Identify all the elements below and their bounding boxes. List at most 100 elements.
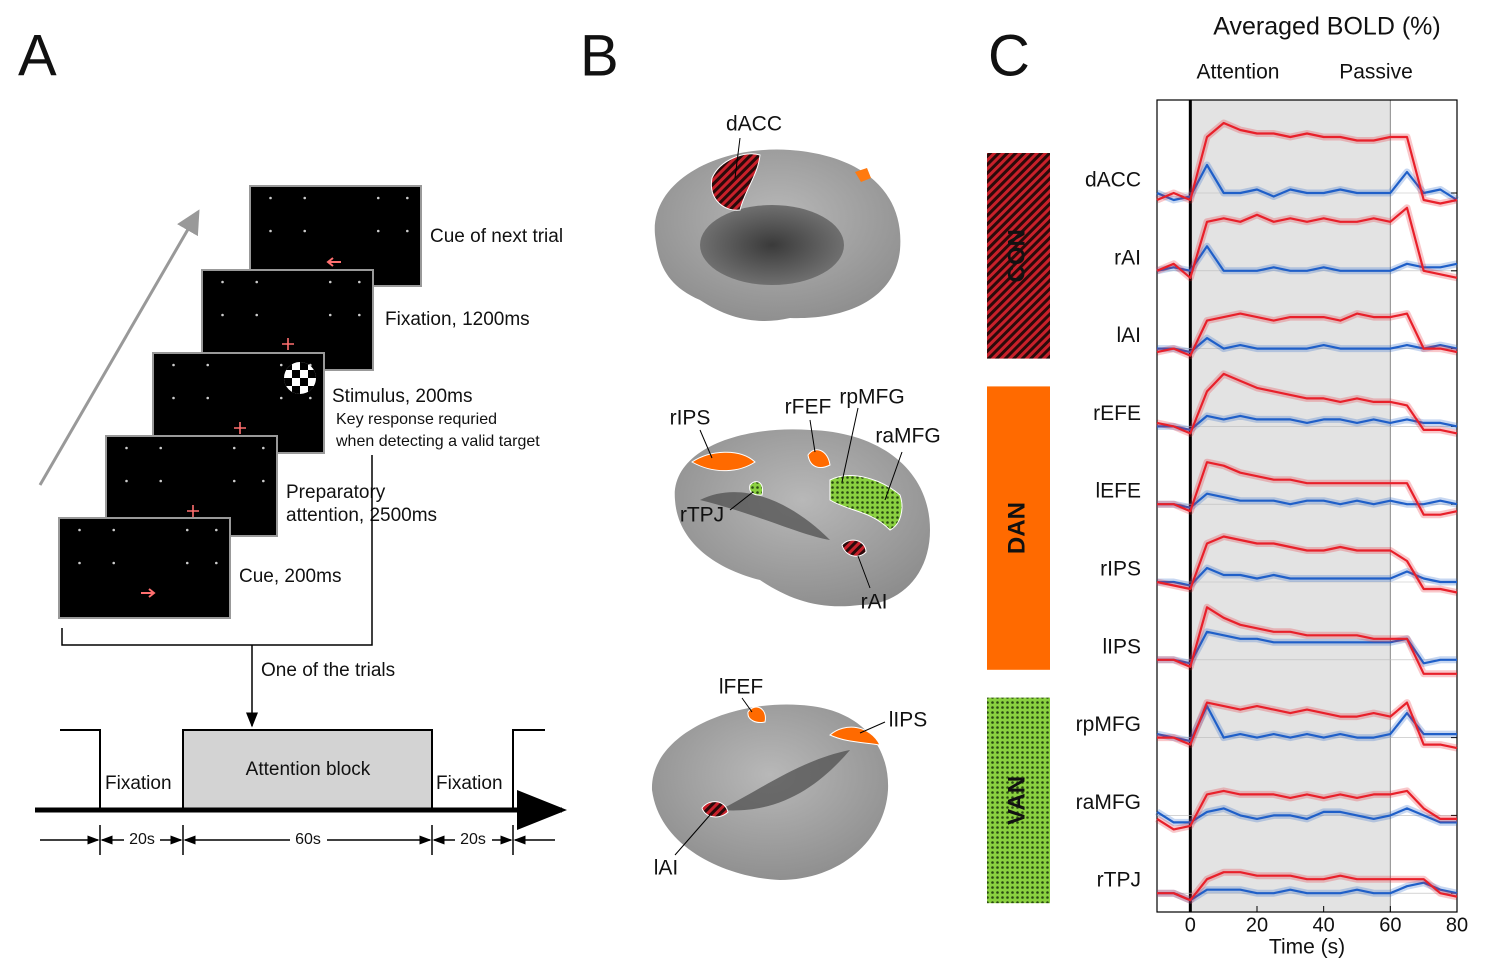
screen-dot bbox=[279, 396, 283, 400]
x-tick-label: 20 bbox=[1246, 914, 1268, 936]
screen-dot bbox=[279, 363, 283, 367]
duration-label: 20s bbox=[460, 831, 486, 848]
screen-dot bbox=[255, 313, 259, 317]
region-label: rIPS bbox=[1100, 558, 1141, 581]
trace bbox=[1156, 789, 1457, 831]
fixation-steps bbox=[60, 729, 545, 810]
trace bbox=[1156, 121, 1458, 205]
block-shade bbox=[1190, 100, 1391, 912]
panel-c: C Averaged BOLD (%) Attention Passive 0 20 4… bbox=[987, 13, 1468, 959]
leaders bbox=[674, 697, 886, 856]
trace bbox=[1157, 414, 1458, 431]
screen-dot bbox=[78, 561, 81, 565]
x-tick-label: 40 bbox=[1313, 914, 1335, 936]
screen-dot bbox=[172, 396, 175, 400]
trace bbox=[1157, 606, 1457, 675]
trace bbox=[1156, 206, 1458, 279]
trace bbox=[1156, 705, 1457, 743]
screen-dot bbox=[232, 446, 236, 450]
cue-arrow bbox=[326, 257, 341, 267]
region-label: dACC bbox=[1085, 169, 1141, 192]
block-label: Attention block bbox=[246, 759, 371, 780]
region-label: raMFG bbox=[1076, 791, 1141, 814]
screen-dot bbox=[215, 561, 218, 565]
brain-ventricle bbox=[700, 205, 844, 285]
region-label: lFEF bbox=[719, 676, 763, 699]
fixation-cross bbox=[187, 505, 199, 517]
screen-dot bbox=[159, 479, 163, 483]
duration-label: 60s bbox=[295, 831, 321, 848]
trace bbox=[1156, 245, 1458, 272]
trial-label: One of the trials bbox=[261, 660, 395, 681]
region-blob bbox=[747, 706, 766, 723]
screen-dot bbox=[328, 313, 332, 317]
screen-dot bbox=[125, 479, 128, 483]
brain-sulcus bbox=[720, 750, 850, 811]
panel-label: C bbox=[988, 23, 1030, 88]
legend-entry: Passive bbox=[1339, 61, 1413, 84]
region-blob bbox=[710, 153, 761, 211]
trace bbox=[1156, 807, 1457, 824]
region-label: lAI bbox=[654, 857, 679, 880]
screen-dot bbox=[125, 446, 128, 450]
region-label: rTPJ bbox=[1097, 869, 1141, 892]
fixation-cross bbox=[282, 338, 294, 350]
time-arrow bbox=[38, 209, 200, 486]
screen-dot bbox=[376, 196, 380, 200]
fixation-label: Fixation bbox=[436, 773, 503, 794]
screen-dot bbox=[185, 528, 189, 532]
region-blob bbox=[829, 726, 881, 746]
screen-dot bbox=[206, 396, 210, 400]
region-blob bbox=[807, 449, 831, 468]
trace bbox=[1157, 871, 1458, 902]
screen-dot bbox=[78, 528, 81, 532]
trace bbox=[1157, 701, 1458, 750]
screen-caption: when detecting a valid target bbox=[335, 433, 540, 450]
screen-dot bbox=[269, 196, 272, 200]
checker bbox=[284, 378, 292, 386]
trace bbox=[1157, 881, 1458, 902]
screen-dot bbox=[406, 196, 409, 200]
screen-dot bbox=[328, 280, 332, 284]
screen-dot bbox=[206, 363, 210, 367]
region-label: lAI bbox=[1116, 324, 1141, 347]
region-label: rFEF bbox=[785, 396, 832, 419]
screen-caption: Preparatory bbox=[286, 482, 386, 503]
x-axis-label: Time (s) bbox=[1269, 936, 1345, 959]
trace bbox=[1156, 372, 1458, 435]
x-tick-label: 60 bbox=[1379, 914, 1401, 936]
cue-arrow bbox=[141, 588, 156, 598]
screen-dot bbox=[358, 280, 361, 284]
network-label: DAN bbox=[1003, 502, 1030, 554]
screen-dot bbox=[358, 313, 361, 317]
trace bbox=[1156, 535, 1458, 594]
screen-dot bbox=[255, 280, 259, 284]
screen-dot bbox=[269, 229, 272, 233]
brain-sulcus bbox=[700, 492, 830, 540]
screen-dot bbox=[159, 446, 163, 450]
duration-markers bbox=[40, 825, 555, 855]
region-label: rTPJ bbox=[680, 504, 724, 527]
screen-caption: attention, 2500ms bbox=[286, 505, 437, 526]
network-label: VAN bbox=[1003, 776, 1030, 825]
chart-title: Averaged BOLD (%) bbox=[1213, 13, 1440, 41]
screen-caption: Stimulus, 200ms bbox=[332, 386, 472, 407]
region-label: rIPS bbox=[670, 407, 711, 430]
region-blob bbox=[829, 475, 903, 531]
screen-dot bbox=[185, 561, 189, 565]
region-label: rAI bbox=[1114, 246, 1141, 269]
region-blob bbox=[855, 168, 871, 182]
panel-b: B dACC rIPS rFEF rpMFG raMFG rTPJ rAI bbox=[580, 23, 941, 880]
screens bbox=[58, 185, 422, 619]
checker bbox=[308, 370, 316, 378]
legend-entry: Attention bbox=[1197, 61, 1280, 84]
leader bbox=[734, 137, 741, 179]
panel-label: A bbox=[18, 23, 57, 88]
region-label: lIPS bbox=[1102, 635, 1141, 658]
screen-caption: Cue, 200ms bbox=[239, 566, 341, 587]
region-label: lIPS bbox=[889, 709, 928, 732]
screen-dot bbox=[303, 229, 307, 233]
trace bbox=[1157, 461, 1458, 516]
screen-dot bbox=[303, 196, 307, 200]
